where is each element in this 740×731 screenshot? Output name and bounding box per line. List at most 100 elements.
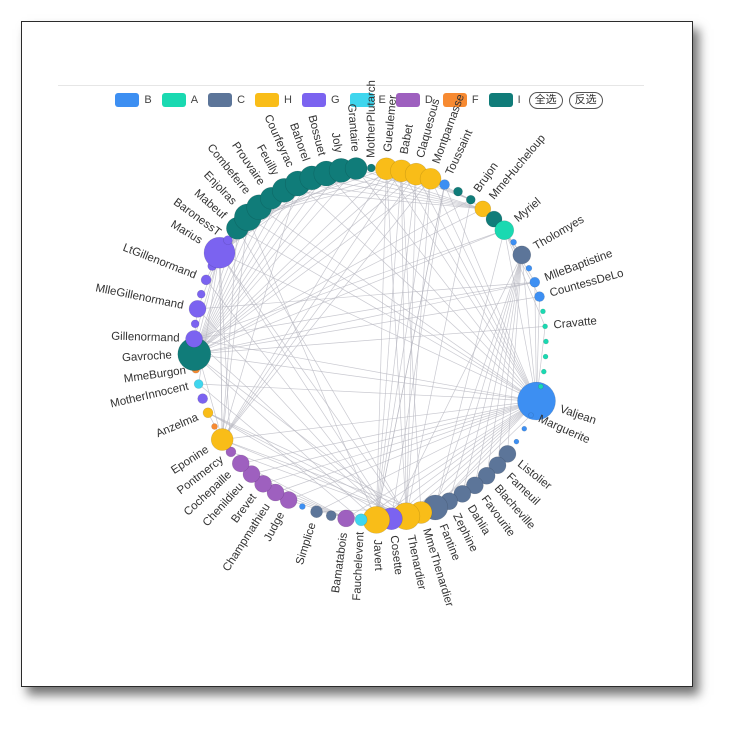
node-judge[interactable]	[279, 491, 298, 509]
label-myriel: Myriel	[512, 196, 543, 225]
node-blacheville[interactable]	[477, 467, 496, 485]
edge-valjean-marius	[219, 252, 537, 402]
node-unlabeled-72[interactable]	[537, 383, 544, 390]
node-motherplutarch[interactable]	[366, 163, 376, 173]
node-unlabeled-62[interactable]	[510, 238, 517, 246]
legend-swatch-c	[208, 93, 233, 107]
node-unlabeled-34[interactable]	[190, 319, 200, 329]
label-joly: Joly	[329, 131, 344, 153]
node-fauchelevent[interactable]	[354, 513, 368, 527]
node-unlabeled-64[interactable]	[525, 264, 533, 272]
node-unlabeled-3[interactable]	[513, 438, 520, 445]
node-champmathieu[interactable]	[266, 483, 285, 502]
label-motherplutarch: MotherPlutarch	[365, 80, 378, 158]
node-mllebaptistine[interactable]	[529, 276, 541, 288]
legend-swatch-a	[161, 93, 186, 107]
edge-javert-gueulemer	[375, 168, 387, 520]
legend-item-i[interactable]: I	[488, 93, 521, 107]
node-unlabeled-36[interactable]	[196, 289, 206, 299]
node-listolier[interactable]	[498, 445, 517, 463]
node-marguerite[interactable]	[528, 412, 534, 418]
node-unlabeled-67[interactable]	[540, 308, 546, 315]
edge-valjean-enjolras	[247, 217, 537, 402]
node-dahlia[interactable]	[453, 485, 472, 503]
node-favourite[interactable]	[466, 476, 484, 495]
edge-gueulemer-eponine	[221, 168, 387, 440]
label-gavroche: Gavroche	[122, 349, 172, 364]
legend-label-h: H	[284, 94, 292, 106]
edge-fantine-tholomyes	[434, 254, 523, 508]
node-pontmercy[interactable]	[225, 446, 237, 458]
node-montparnasse[interactable]	[419, 167, 442, 190]
node-unlabeled-19[interactable]	[299, 503, 306, 510]
label-motherinnocent: MotherInnocent	[109, 380, 190, 410]
edge-valjean-gavroche	[194, 353, 537, 402]
edge-feuilly-mmehucheloup	[284, 189, 483, 210]
node-mllegillenormand[interactable]	[188, 300, 207, 318]
edge-cosette-mllegillenormand	[197, 308, 392, 519]
node-unlabeled-2[interactable]	[521, 425, 528, 432]
edge-mabeuf-eponine	[221, 228, 238, 440]
edge-valjean-motherinnocent	[198, 383, 537, 402]
legend-item-b[interactable]: B	[115, 93, 152, 107]
edge-bahorel-mmehucheloup	[311, 177, 483, 210]
edge-thenardier-mabeuf	[237, 228, 407, 517]
node-unlabeled-70[interactable]	[542, 353, 549, 360]
node-toussaint[interactable]	[439, 179, 450, 190]
edge-fantine-marguerite	[435, 414, 532, 508]
node-chenildieu[interactable]	[242, 465, 261, 483]
node-fameuil[interactable]	[488, 456, 507, 475]
edge-tholomyes-favourite	[474, 254, 523, 486]
edge-gavroche-brujon	[194, 199, 471, 355]
node-simplice[interactable]	[310, 505, 323, 518]
edge-valjean-claquesous	[415, 174, 537, 402]
select-all-button[interactable]: 全选	[528, 91, 563, 109]
node-unlabeled-29[interactable]	[197, 393, 208, 404]
node-brevet[interactable]	[254, 475, 272, 493]
node-myriel[interactable]	[494, 220, 515, 241]
legend-label-e: E	[378, 94, 386, 106]
node-tholomyes[interactable]	[512, 245, 532, 265]
legend-item-e[interactable]: E	[349, 93, 386, 107]
edge-javert-enjolras	[247, 217, 377, 521]
edge-gavroche-enjolras	[193, 217, 249, 355]
node-anzelma[interactable]	[202, 407, 214, 419]
legend-item-a[interactable]: A	[161, 93, 198, 107]
node-marius[interactable]	[203, 236, 236, 269]
legend-item-f[interactable]: F	[442, 93, 479, 107]
node-ltgillenormand[interactable]	[200, 274, 212, 286]
node-unlabeled-17[interactable]	[325, 510, 337, 521]
node-gillenormand[interactable]	[185, 330, 203, 348]
legend-item-d[interactable]: D	[395, 93, 433, 107]
edge-javert-babet	[375, 170, 402, 520]
edge-gavroche-grantaire	[194, 168, 357, 355]
node-grantaire[interactable]	[344, 157, 368, 180]
node-unlabeled-57[interactable]	[453, 186, 463, 197]
edge-tholomyes-dahlia	[461, 254, 523, 494]
node-baronesst[interactable]	[223, 235, 233, 245]
edge-fantine-myriel	[434, 230, 505, 508]
node-unlabeled-69[interactable]	[543, 338, 549, 345]
node-countessdelo[interactable]	[534, 291, 545, 302]
node-valjean[interactable]	[517, 381, 556, 421]
label-babet: Babet	[399, 123, 416, 156]
legend-divider	[58, 85, 644, 86]
label-ltgillenormand: LtGillenormand	[121, 242, 198, 282]
invert-selection-button[interactable]: 反选	[568, 91, 603, 109]
legend-item-h[interactable]: H	[255, 93, 292, 107]
node-motherinnocent[interactable]	[193, 379, 204, 389]
node-cravatte[interactable]	[542, 323, 548, 330]
edge-gavroche-gueulemer	[194, 168, 387, 355]
node-mmehucheloup[interactable]	[474, 200, 492, 218]
node-brujon[interactable]	[465, 194, 476, 205]
edge-enjolras-claquesous	[247, 173, 417, 218]
node-eponine[interactable]	[210, 428, 234, 451]
legend-item-c[interactable]: C	[208, 93, 245, 107]
edge-valjean-cosette	[391, 400, 537, 519]
legend-item-g[interactable]: G	[301, 93, 340, 107]
node-unlabeled-71[interactable]	[541, 368, 547, 375]
edge-valjean-myriel	[503, 230, 537, 402]
node-unlabeled-27[interactable]	[211, 423, 218, 430]
node-cochepaille[interactable]	[231, 454, 250, 473]
node-bamatabois[interactable]	[337, 509, 355, 528]
